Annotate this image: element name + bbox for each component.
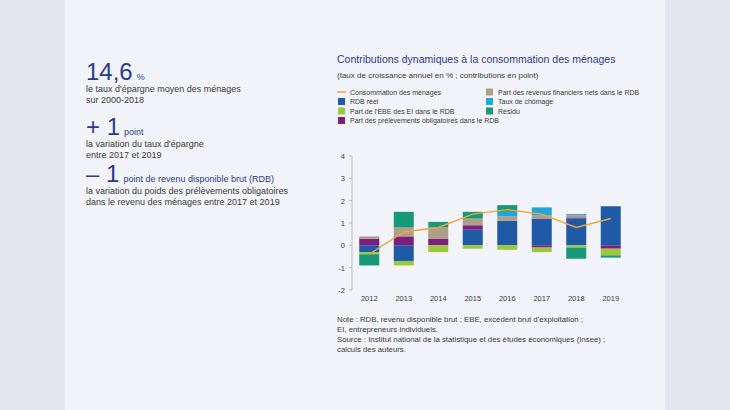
legend-swatch	[337, 91, 346, 93]
bar-segment	[463, 245, 483, 248]
bar-segment	[532, 219, 552, 246]
note: EI, entrepreneurs individuels.	[337, 325, 438, 334]
legend-entry: Part des revenus financiers nets dans le…	[486, 89, 640, 96]
x-tick-label: 2015	[464, 294, 481, 303]
key-text: la variation du taux d'épargne	[86, 139, 204, 149]
legend-label: Part des revenus financiers nets dans le…	[498, 89, 640, 96]
legend-swatch	[338, 108, 345, 115]
key-text: entre 2017 et 2019	[86, 150, 162, 160]
legend-entry: Part de l'EBE des EI dans le RDB	[338, 108, 455, 115]
legend-entry: Résidu	[486, 108, 520, 115]
bar-segment	[394, 212, 414, 228]
chart-subtitle: (taux de croissance annuel en % ; contri…	[337, 71, 539, 80]
legend-swatch	[486, 108, 493, 115]
key-value: – 1	[86, 160, 119, 187]
bar-segment	[497, 216, 517, 220]
y-tick	[349, 245, 352, 246]
bar-segment	[601, 206, 621, 245]
x-tick-label: 2012	[361, 294, 378, 303]
bar-segment	[463, 225, 483, 229]
legend-label: Part de l'EBE des EI dans le RDB	[350, 108, 455, 115]
bar-segment	[463, 219, 483, 226]
bar-segment	[394, 245, 414, 261]
y-tick	[349, 178, 352, 179]
bar-segment	[601, 245, 621, 248]
legend-swatch	[338, 98, 345, 105]
key-value: + 1	[86, 113, 120, 140]
key-text: sur 2000-2018	[86, 95, 144, 105]
y-tick-label: 2	[341, 197, 345, 206]
bar-segment	[566, 214, 586, 215]
y-tick-label: -1	[338, 264, 345, 273]
key-text: dans le revenu des ménages entre 2017 et…	[86, 197, 280, 207]
legend-entry: RDB réel	[338, 98, 379, 105]
x-tick-label: 2014	[430, 294, 447, 303]
x-tick-label: 2019	[602, 294, 619, 303]
legend-swatch	[338, 117, 345, 124]
page: 14,6% le taux d'épargne moyen des ménages…	[0, 0, 730, 410]
bar-segment	[359, 239, 379, 246]
y-tick-label: -2	[338, 286, 345, 295]
bar-segment	[394, 236, 414, 245]
legend-label: Consommation des ménages	[350, 89, 442, 97]
bar-segment	[566, 215, 586, 217]
y-tick	[349, 200, 352, 201]
x-tick-label: 2016	[499, 294, 516, 303]
bar-segment	[497, 221, 517, 246]
key-value: 14,6	[86, 58, 133, 85]
panel	[65, 0, 665, 410]
bar-segment	[566, 245, 586, 247]
bar-segment	[428, 245, 448, 252]
legend-label: RDB réel	[350, 98, 379, 105]
key-unit: point de revenu disponible brut (RDB)	[123, 174, 274, 184]
bar-segment	[359, 254, 379, 265]
y-tick	[349, 290, 352, 291]
legend-entry: Taux de chômage	[486, 98, 553, 106]
note: Source : Institut national de la statist…	[337, 335, 605, 344]
key-unit: point	[124, 127, 144, 137]
bar-segment	[601, 255, 621, 257]
note: calculs des auteurs.	[337, 345, 406, 354]
y-tick	[349, 156, 352, 157]
key-unit: %	[137, 72, 145, 82]
y-tick	[349, 267, 352, 268]
chart-title: Contributions dynamiques à la consommati…	[337, 53, 615, 65]
y-tick-label: 4	[341, 152, 345, 161]
bar-segment	[359, 236, 379, 238]
bar-segment	[497, 212, 517, 216]
bar-segment	[428, 227, 448, 238]
legend-label: Taux de chômage	[498, 98, 553, 106]
bar-segment	[566, 217, 586, 218]
key-text: le taux d'épargne moyen des ménages	[86, 84, 241, 94]
x-tick-label: 2017	[533, 294, 550, 303]
legend-swatch	[486, 89, 493, 96]
legend-label: Résidu	[498, 108, 520, 115]
bar-segment	[532, 248, 552, 252]
bar-segment	[359, 245, 379, 252]
y-tick	[349, 223, 352, 224]
marks	[359, 205, 621, 265]
key-text: la variation du poids des prélèvements o…	[86, 186, 289, 196]
bar-segment	[394, 261, 414, 265]
legend-entry: Consommation des ménages	[337, 89, 442, 97]
line-series	[369, 210, 611, 255]
bar-segment	[566, 248, 586, 259]
y-tick-label: 3	[341, 174, 345, 183]
x-tick-label: 2018	[568, 294, 585, 303]
bar-segment	[428, 239, 448, 246]
legend-swatch	[486, 98, 493, 105]
bar-segment	[566, 219, 586, 246]
legend-label: Part des prélèvements obligatoires dans …	[350, 117, 499, 125]
bar-segment	[463, 230, 483, 246]
bar-segment	[497, 245, 517, 249]
bar-segment	[601, 249, 621, 256]
y-tick-label: 1	[341, 219, 345, 228]
note: Note : RDB, revenu disponible brut ; EBE…	[337, 315, 583, 324]
x-tick-label: 2013	[395, 294, 412, 303]
bar-segment	[532, 245, 552, 247]
y-tick-label: 0	[341, 241, 345, 250]
legend-entry: Part des prélèvements obligatoires dans …	[338, 117, 499, 125]
